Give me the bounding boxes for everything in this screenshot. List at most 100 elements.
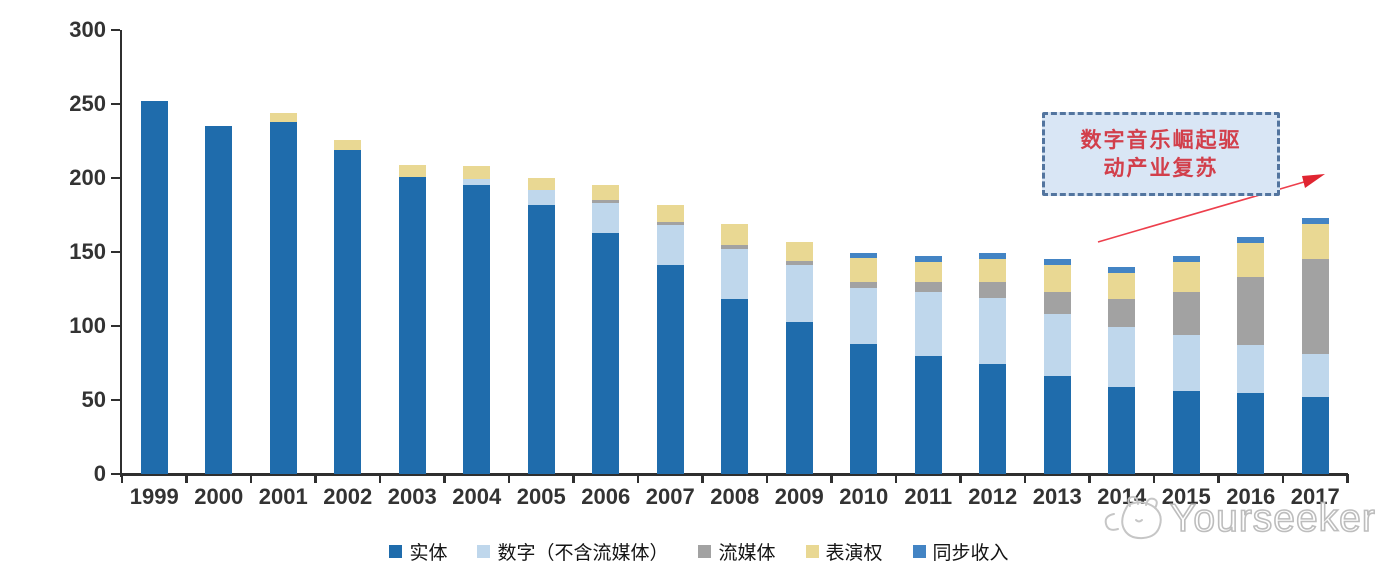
y-axis-label: 100 <box>69 313 106 338</box>
bar-segment-表演权 <box>979 259 1007 282</box>
bar-segment-同步收入 <box>850 253 878 258</box>
bar-segment-表演权 <box>1237 243 1265 278</box>
bar-segment-实体 <box>850 343 878 474</box>
bar-segment-实体 <box>527 204 555 474</box>
bar-segment-实体 <box>914 355 942 474</box>
y-axis-label: 200 <box>69 165 106 190</box>
x-tick <box>701 474 704 483</box>
y-tick <box>111 472 120 476</box>
x-axis-label: 2000 <box>194 484 244 509</box>
bar-segment-表演权 <box>1301 223 1329 260</box>
y-tick <box>111 398 120 402</box>
annotation-line2: 动产业复苏 <box>1103 155 1219 180</box>
annotation-line1: 数字音乐崛起驱 <box>1080 127 1242 152</box>
bar-segment-流媒体 <box>785 260 813 266</box>
x-tick <box>830 474 833 483</box>
bar-segment-流媒体 <box>1301 259 1329 355</box>
bar-segment-表演权 <box>850 257 878 282</box>
x-axis-label: 2010 <box>839 484 889 509</box>
bar-segment-表演权 <box>1108 272 1136 300</box>
y-axis-label: 50 <box>81 387 106 412</box>
x-axis-label: 2017 <box>1290 484 1340 509</box>
x-tick <box>1152 474 1156 483</box>
bar-segment-表演权 <box>398 164 426 177</box>
y-axis-label: 150 <box>69 239 106 264</box>
legend-swatch-icon <box>912 544 926 558</box>
legend-swatch-icon <box>477 544 491 558</box>
bar-segment-数字（不含流媒体） <box>463 179 491 186</box>
bar-segment-表演权 <box>656 204 684 223</box>
bar-segment-实体 <box>1237 392 1265 474</box>
bar-segment-数字（不含流媒体） <box>1172 334 1200 392</box>
x-axis-label: 2015 <box>1161 484 1211 509</box>
x-axis-label: 2013 <box>1032 484 1082 509</box>
x-tick <box>185 474 188 483</box>
x-tick <box>572 474 575 483</box>
bar-segment-实体 <box>721 299 749 474</box>
bar-segment-流媒体 <box>656 222 684 226</box>
x-tick <box>636 474 640 483</box>
bar-segment-实体 <box>1043 376 1071 474</box>
x-tick <box>507 474 511 483</box>
legend-item: 流媒体 <box>698 538 776 565</box>
bar-segment-同步收入 <box>1172 256 1200 263</box>
y-tick <box>111 324 120 328</box>
x-tick <box>1023 474 1027 483</box>
x-tick <box>1281 474 1285 483</box>
bar-segment-表演权 <box>527 178 555 190</box>
y-tick <box>111 250 120 254</box>
bar-segment-流媒体 <box>979 281 1007 298</box>
bar-segment-实体 <box>785 321 813 474</box>
legend-label: 数字（不含流媒体） <box>497 541 669 564</box>
legend-label: 实体 <box>409 541 448 564</box>
x-axis-label: 2009 <box>774 484 824 509</box>
x-axis-label: 2007 <box>645 484 695 509</box>
legend-swatch-icon <box>698 544 712 558</box>
y-axis-label: 0 <box>93 461 106 486</box>
x-axis-label: 2014 <box>1097 484 1147 509</box>
bar-segment-数字（不含流媒体） <box>1301 354 1329 398</box>
legend-label: 表演权 <box>825 541 883 564</box>
bar-segment-表演权 <box>1043 265 1071 292</box>
x-tick <box>959 474 962 483</box>
bar-segment-数字（不含流媒体） <box>979 297 1007 365</box>
legend-swatch-icon <box>805 544 819 558</box>
x-axis <box>119 473 1348 476</box>
bar-segment-实体 <box>140 101 168 474</box>
legend-item: 同步收入 <box>912 538 1009 565</box>
bar-segment-数字（不含流媒体） <box>656 225 684 266</box>
bar-segment-表演权 <box>269 112 297 122</box>
bar-segment-同步收入 <box>1237 237 1265 244</box>
bar-segment-实体 <box>334 149 362 474</box>
x-axis-label: 2016 <box>1226 484 1276 509</box>
bar-segment-数字（不含流媒体） <box>1043 314 1071 377</box>
bar-segment-表演权 <box>785 241 813 261</box>
bar-segment-数字（不含流媒体） <box>914 291 942 356</box>
x-axis-label: 2011 <box>904 484 953 509</box>
bar-segment-数字（不含流媒体） <box>1237 345 1265 393</box>
y-axis-label: 250 <box>69 91 106 116</box>
y-tick <box>111 28 120 32</box>
x-tick <box>443 474 446 483</box>
x-tick <box>314 474 317 483</box>
bar-segment-数字（不含流媒体） <box>785 265 813 322</box>
bar-segment-同步收入 <box>914 256 942 263</box>
x-axis-label: 2003 <box>387 484 437 509</box>
x-axis-label: 2004 <box>452 484 502 509</box>
x-tick <box>894 474 898 483</box>
x-tick <box>765 474 769 483</box>
bar-segment-表演权 <box>914 262 942 282</box>
bar-segment-实体 <box>1108 386 1136 474</box>
x-axis-label: 2002 <box>323 484 373 509</box>
bar-segment-表演权 <box>1172 262 1200 292</box>
bar-segment-表演权 <box>463 166 491 180</box>
x-tick <box>1346 474 1349 483</box>
bar-segment-实体 <box>1301 397 1329 474</box>
bar-segment-表演权 <box>721 223 749 245</box>
bar-segment-流媒体 <box>592 200 620 204</box>
x-tick <box>120 474 124 483</box>
bar-segment-同步收入 <box>979 253 1007 260</box>
bar-segment-数字（不含流媒体） <box>592 203 620 233</box>
bar-segment-流媒体 <box>721 244 749 250</box>
